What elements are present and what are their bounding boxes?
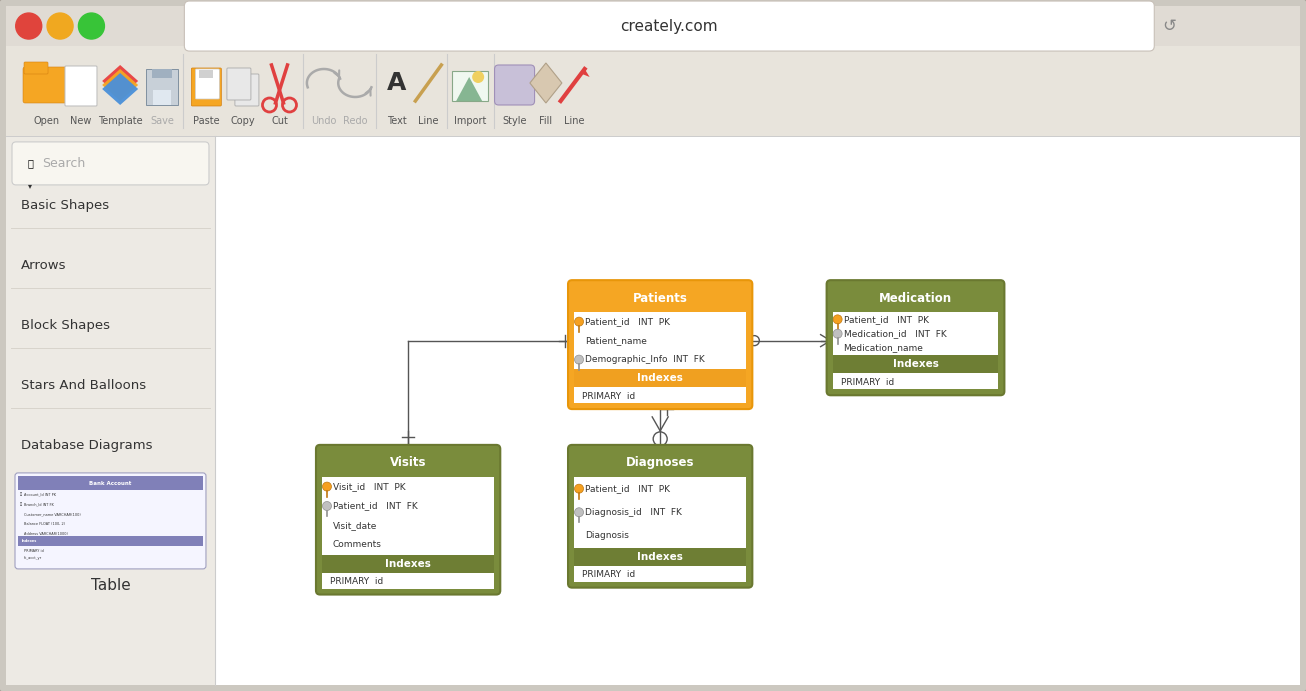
Text: Diagnosis: Diagnosis [585, 531, 629, 540]
Circle shape [473, 71, 485, 83]
Text: Balance FLOAT (100, 2): Balance FLOAT (100, 2) [24, 522, 65, 527]
Bar [151, 69, 172, 78]
FancyBboxPatch shape [827, 280, 1004, 395]
FancyBboxPatch shape [235, 74, 259, 106]
Text: Block Shapes: Block Shapes [21, 319, 110, 332]
Text: ↺: ↺ [1162, 17, 1175, 35]
Text: creately.com: creately.com [620, 19, 718, 34]
Text: Redo: Redo [343, 116, 367, 126]
Text: Customer_name VARCHAR(100): Customer_name VARCHAR(100) [24, 513, 81, 516]
Text: Medication_id   INT  FK: Medication_id INT FK [844, 329, 947, 338]
Text: PRIMARY  id: PRIMARY id [582, 570, 635, 579]
Text: Line: Line [564, 116, 585, 126]
Bar [833, 373, 998, 389]
Circle shape [833, 329, 842, 338]
Text: Branch_Id INT FK: Branch_Id INT FK [24, 502, 54, 507]
Text: Indexes: Indexes [22, 539, 38, 543]
FancyBboxPatch shape [24, 62, 48, 74]
Text: Basic Shapes: Basic Shapes [21, 200, 110, 212]
Bar [575, 548, 746, 566]
Bar [575, 369, 746, 387]
Polygon shape [102, 65, 138, 97]
Text: Indexes: Indexes [892, 359, 939, 369]
FancyBboxPatch shape [12, 142, 209, 185]
Text: Medication_name: Medication_name [844, 343, 923, 352]
Bar [200, 70, 213, 78]
Text: Table: Table [90, 578, 131, 594]
Text: Import: Import [454, 116, 486, 126]
Text: Address VARCHAR(1000): Address VARCHAR(1000) [24, 532, 68, 536]
Bar [575, 387, 746, 403]
FancyBboxPatch shape [227, 68, 251, 100]
Bar [452, 71, 488, 101]
FancyBboxPatch shape [65, 66, 97, 106]
Text: Account_Id INT PK: Account_Id INT PK [24, 493, 56, 496]
Text: Stars And Balloons: Stars And Balloons [21, 379, 146, 392]
Text: Undo: Undo [311, 116, 337, 126]
FancyBboxPatch shape [316, 445, 500, 594]
Text: Indexes: Indexes [637, 373, 683, 383]
Text: Indexes: Indexes [385, 558, 431, 569]
Text: 🔑: 🔑 [20, 502, 22, 507]
Bar [323, 477, 494, 555]
Bar [153, 90, 171, 105]
Polygon shape [456, 77, 482, 101]
FancyBboxPatch shape [196, 69, 219, 99]
Polygon shape [530, 63, 562, 103]
Polygon shape [27, 185, 33, 189]
Text: Diagnosis_id   INT  FK: Diagnosis_id INT FK [585, 508, 682, 517]
Text: Patient_id   INT  PK: Patient_id INT PK [844, 315, 929, 324]
Text: Demographic_Info  INT  FK: Demographic_Info INT FK [585, 355, 705, 364]
Text: Medication: Medication [879, 292, 952, 305]
Text: Template: Template [98, 116, 142, 126]
Text: Style: Style [503, 116, 526, 126]
Text: New: New [71, 116, 91, 126]
Text: A: A [388, 71, 406, 95]
Text: Fill: Fill [539, 116, 552, 126]
Text: Arrows: Arrows [21, 259, 67, 272]
Text: Patient_name: Patient_name [585, 336, 646, 345]
Bar [833, 355, 998, 373]
Circle shape [47, 13, 73, 39]
FancyBboxPatch shape [24, 67, 71, 103]
Bar [146, 69, 178, 105]
Circle shape [575, 508, 584, 517]
Bar [323, 573, 494, 589]
Text: 🔍: 🔍 [27, 158, 34, 169]
Circle shape [575, 317, 584, 326]
Bar [575, 566, 746, 582]
Text: PRIMARY id: PRIMARY id [24, 549, 43, 553]
FancyBboxPatch shape [568, 280, 752, 409]
Text: Database Diagrams: Database Diagrams [21, 439, 153, 453]
Text: Save: Save [150, 116, 174, 126]
Circle shape [575, 484, 584, 493]
Text: Cut: Cut [272, 116, 287, 126]
Text: Diagnoses: Diagnoses [626, 456, 695, 469]
Bar [7, 136, 215, 685]
Text: Bank Account: Bank Account [89, 481, 132, 486]
Text: Patient_id   INT  PK: Patient_id INT PK [585, 484, 670, 493]
FancyBboxPatch shape [192, 68, 221, 106]
Text: Indexes: Indexes [637, 551, 683, 562]
Text: Patient_id   INT  FK: Patient_id INT FK [333, 502, 418, 511]
Polygon shape [102, 69, 138, 101]
Bar [833, 312, 998, 355]
Text: Copy: Copy [231, 116, 255, 126]
FancyBboxPatch shape [7, 6, 1299, 46]
Polygon shape [102, 73, 138, 105]
Text: Paste: Paste [193, 116, 219, 126]
Text: Open: Open [34, 116, 60, 126]
Bar [18, 536, 202, 546]
Text: Line: Line [418, 116, 439, 126]
Polygon shape [580, 69, 589, 77]
Bar [323, 555, 494, 573]
Text: PRIMARY  id: PRIMARY id [582, 392, 635, 401]
Bar [18, 476, 202, 491]
FancyBboxPatch shape [568, 445, 752, 587]
Circle shape [575, 355, 584, 364]
Bar [7, 46, 1299, 136]
FancyBboxPatch shape [495, 65, 534, 105]
Bar [575, 477, 746, 548]
Text: Search: Search [42, 157, 85, 170]
